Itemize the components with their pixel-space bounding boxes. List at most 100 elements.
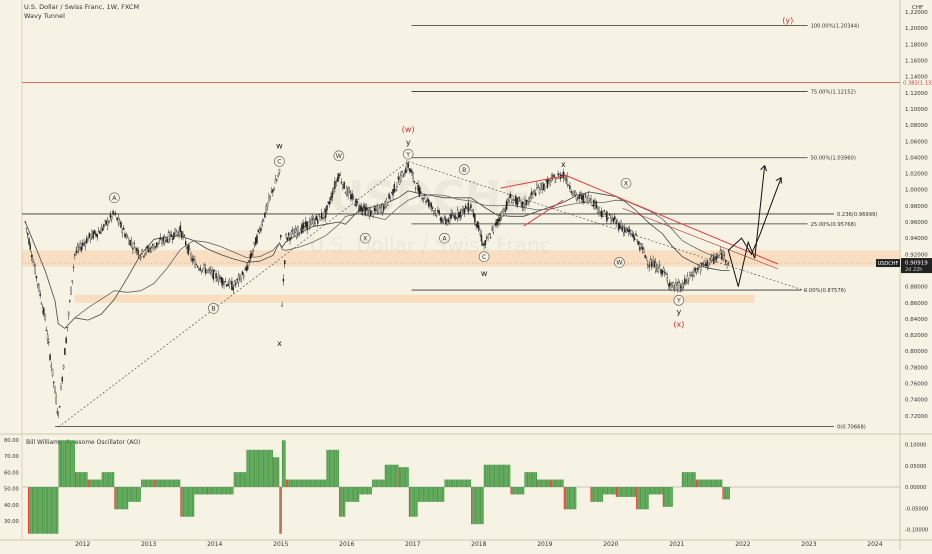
oscillator-right-tick-4: -0.10000: [905, 528, 928, 534]
y-tick-label-11: 1.00000: [905, 188, 928, 194]
support-zone-1[interactable]: [74, 294, 755, 303]
y-tick-label-25: 0.72000: [905, 414, 928, 420]
wave-label-14: w: [481, 269, 488, 278]
wave-label-13: C: [482, 254, 486, 261]
projection-path-alternate[interactable]: [728, 177, 782, 256]
wave-label-15: x: [561, 160, 566, 169]
red-resistance-line-2[interactable]: [622, 208, 778, 270]
x-tick-label-12: 2024: [867, 541, 882, 548]
wave-label-circle-16: [620, 177, 632, 189]
fib-level-label-7: 0(0.70668): [837, 425, 866, 431]
watermark-name: U.S. Dollar / Swiss Franc: [309, 233, 550, 257]
wave-label-2: y: [406, 138, 411, 147]
wave-label-4: w: [276, 141, 283, 150]
wave-label-16: X: [624, 181, 629, 188]
red-channel-line-upper[interactable]: [500, 175, 564, 189]
support-zone-0[interactable]: [22, 250, 900, 267]
price-badge[interactable]: [901, 258, 932, 274]
wave-label-8: B: [211, 306, 215, 313]
trendline-support-dotted[interactable]: [58, 161, 409, 428]
wave-label-circle-5: [274, 156, 285, 167]
y-tick-label-10: 1.02000: [905, 172, 928, 178]
oscillator-left-tick-0: 80.00: [4, 438, 19, 444]
y-tick-label-22: 0.78000: [905, 365, 928, 371]
y-tick-label-19: 0.84000: [905, 317, 928, 323]
symbol-badge-label: USDCHF: [878, 261, 899, 267]
x-tick-label-1: 2013: [141, 541, 156, 548]
y-tick-label-0: 1.22000: [905, 10, 928, 16]
y-tick-label-12: 0.98000: [905, 204, 928, 210]
projection-path-primary[interactable]: [727, 165, 766, 287]
wave-label-circle-12: [459, 164, 470, 175]
fib-level-label-2: 75.00%(1.12152): [811, 90, 856, 96]
oscillator-right-tick-0: 0.10000: [905, 443, 926, 449]
price-badge-value: 0.90919: [905, 261, 928, 267]
projection-arrowhead-alternate: [775, 177, 782, 184]
wave-label-circle-6: [333, 150, 345, 162]
oscillator-right-tick-2: 0.00000: [905, 485, 926, 491]
y-tick-label-17: 0.88000: [905, 285, 928, 291]
y-tick-label-5: 1.12000: [905, 91, 928, 97]
y-tick-label-20: 0.82000: [905, 333, 928, 339]
candlestick-series[interactable]: [24, 159, 730, 419]
x-tick-label-11: 2023: [801, 541, 816, 548]
y-tick-label-14: 0.94000: [905, 236, 928, 242]
x-tick-label-10: 2022: [735, 541, 750, 548]
oscillator-histogram[interactable]: [28, 440, 730, 534]
oscillator-left-tick-5: 30.00: [4, 519, 19, 525]
x-tick-label-9: 2021: [669, 541, 684, 548]
fib-level-label-3: 50.00%(1.03960): [811, 156, 856, 162]
y-tick-label-21: 0.80000: [905, 349, 928, 355]
x-tick-label-0: 2012: [75, 541, 90, 548]
fib-level-label-0: 100.00%(1.20344): [811, 23, 860, 29]
y-tick-label-15: 0.92000: [905, 252, 928, 258]
wave-label-1: (w): [402, 125, 415, 134]
y-tick-label-4: 1.14000: [905, 75, 928, 81]
fib-level-label-6: 0.00%(0.87576): [804, 288, 846, 294]
oscillator-left-tick-4: 40.00: [4, 503, 19, 509]
oscillator-title: Bill Williams, Awesome Oscillator (AO): [26, 439, 140, 446]
wave-label-12: B: [462, 167, 466, 174]
currency-label: CHF: [912, 5, 923, 11]
y-tick-label-18: 0.86000: [905, 301, 928, 307]
oscillator-left-tick-3: 50.00: [4, 487, 19, 493]
wave-label-9: x: [277, 339, 282, 348]
x-tick-label-8: 2020: [603, 541, 618, 548]
oscillator-right-tick-3: -0.05000: [905, 506, 928, 512]
fib-level-label-1: 0.382(1.13289): [903, 80, 932, 86]
x-tick-label-6: 2018: [471, 541, 486, 548]
wave-label-circle-11: [439, 232, 450, 244]
wave-label-19: y: [676, 308, 681, 317]
price-badge-countdown: 2d 22h: [905, 267, 922, 273]
symbol-badge[interactable]: [876, 259, 900, 268]
wave-label-0: (y): [782, 16, 793, 25]
wave-label-7: A: [112, 195, 117, 202]
red-resistance-line[interactable]: [563, 173, 779, 265]
wave-label-circle-3: [402, 148, 414, 160]
indicator-label[interactable]: Wavy Tunnel: [24, 12, 65, 20]
wave-label-20: (x): [673, 320, 684, 329]
y-tick-label-3: 1.16000: [905, 58, 928, 64]
oscillator-left-tick-2: 60.00: [4, 470, 19, 476]
y-tick-label-2: 1.18000: [905, 42, 928, 48]
y-tick-label-9: 1.04000: [905, 155, 928, 161]
wave-label-circle-7: [109, 192, 120, 204]
chart-title: U.S. Dollar / Swiss Franc, 1W, FXCM: [24, 3, 140, 11]
x-tick-label-5: 2017: [405, 541, 420, 548]
wave-label-circle-18: [673, 295, 685, 306]
wave-label-6: W: [336, 153, 342, 160]
wave-label-circle-17: [614, 257, 625, 268]
wave-label-circle-8: [208, 303, 219, 314]
x-tick-label-4: 2016: [339, 541, 354, 548]
y-tick-label-7: 1.08000: [905, 123, 928, 129]
wave-label-11: A: [442, 235, 447, 242]
red-channel-line-lower[interactable]: [523, 199, 564, 227]
y-tick-label-13: 0.96000: [905, 220, 928, 226]
fib-level-label-4: 0.236(0.96999): [837, 212, 877, 218]
wave-label-3: Y: [405, 151, 410, 158]
y-tick-label-1: 1.20000: [905, 26, 928, 32]
wave-label-10: X: [363, 235, 368, 242]
fib-level-label-5: 25.00%(0.95768): [811, 222, 856, 228]
